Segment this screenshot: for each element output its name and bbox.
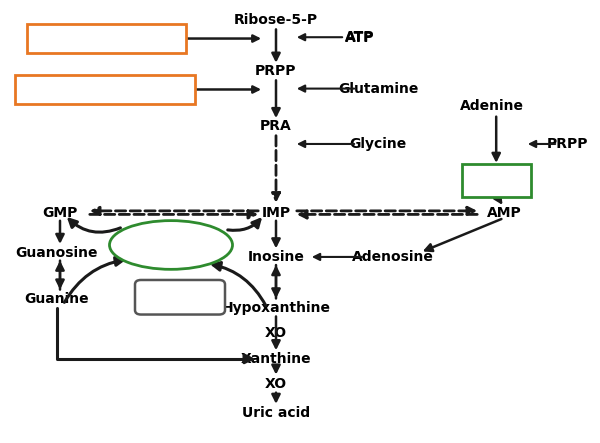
Text: PPRP: PPRP — [159, 290, 201, 304]
Text: Uric acid: Uric acid — [242, 406, 310, 420]
Text: ATP: ATP — [345, 30, 375, 44]
Text: PRPP: PRPP — [255, 64, 297, 78]
Text: HPRT: HPRT — [148, 237, 194, 253]
Text: Hypoxanthine: Hypoxanthine — [221, 301, 331, 315]
Text: Guanosine: Guanosine — [16, 245, 98, 260]
FancyBboxPatch shape — [462, 164, 531, 197]
Text: ATP: ATP — [345, 31, 375, 45]
Text: IMP: IMP — [262, 206, 290, 220]
Text: PRPP synthase: PRPP synthase — [51, 32, 162, 45]
Text: Glycine: Glycine — [349, 137, 407, 151]
FancyBboxPatch shape — [15, 75, 195, 104]
Text: Ribose-5-P: Ribose-5-P — [234, 13, 318, 27]
Ellipse shape — [109, 221, 232, 269]
FancyBboxPatch shape — [27, 24, 186, 53]
Text: Glutamine: Glutamine — [338, 82, 418, 96]
FancyBboxPatch shape — [135, 280, 225, 315]
Text: Xanthine: Xanthine — [241, 352, 311, 366]
Text: Adenine: Adenine — [460, 99, 524, 113]
Text: PRPP: PRPP — [546, 137, 588, 151]
Text: GMP: GMP — [43, 206, 77, 220]
Text: XO: XO — [265, 326, 287, 340]
Text: Adenosine: Adenosine — [352, 250, 434, 264]
Text: APRT: APRT — [476, 174, 517, 188]
Text: Inosine: Inosine — [248, 250, 304, 264]
Text: PRPP amidotransferase: PRPP amidotransferase — [17, 83, 193, 96]
Text: AMP: AMP — [487, 206, 521, 220]
Text: XO: XO — [265, 377, 287, 391]
Text: Guanine: Guanine — [25, 292, 89, 306]
Text: PRA: PRA — [260, 119, 292, 133]
